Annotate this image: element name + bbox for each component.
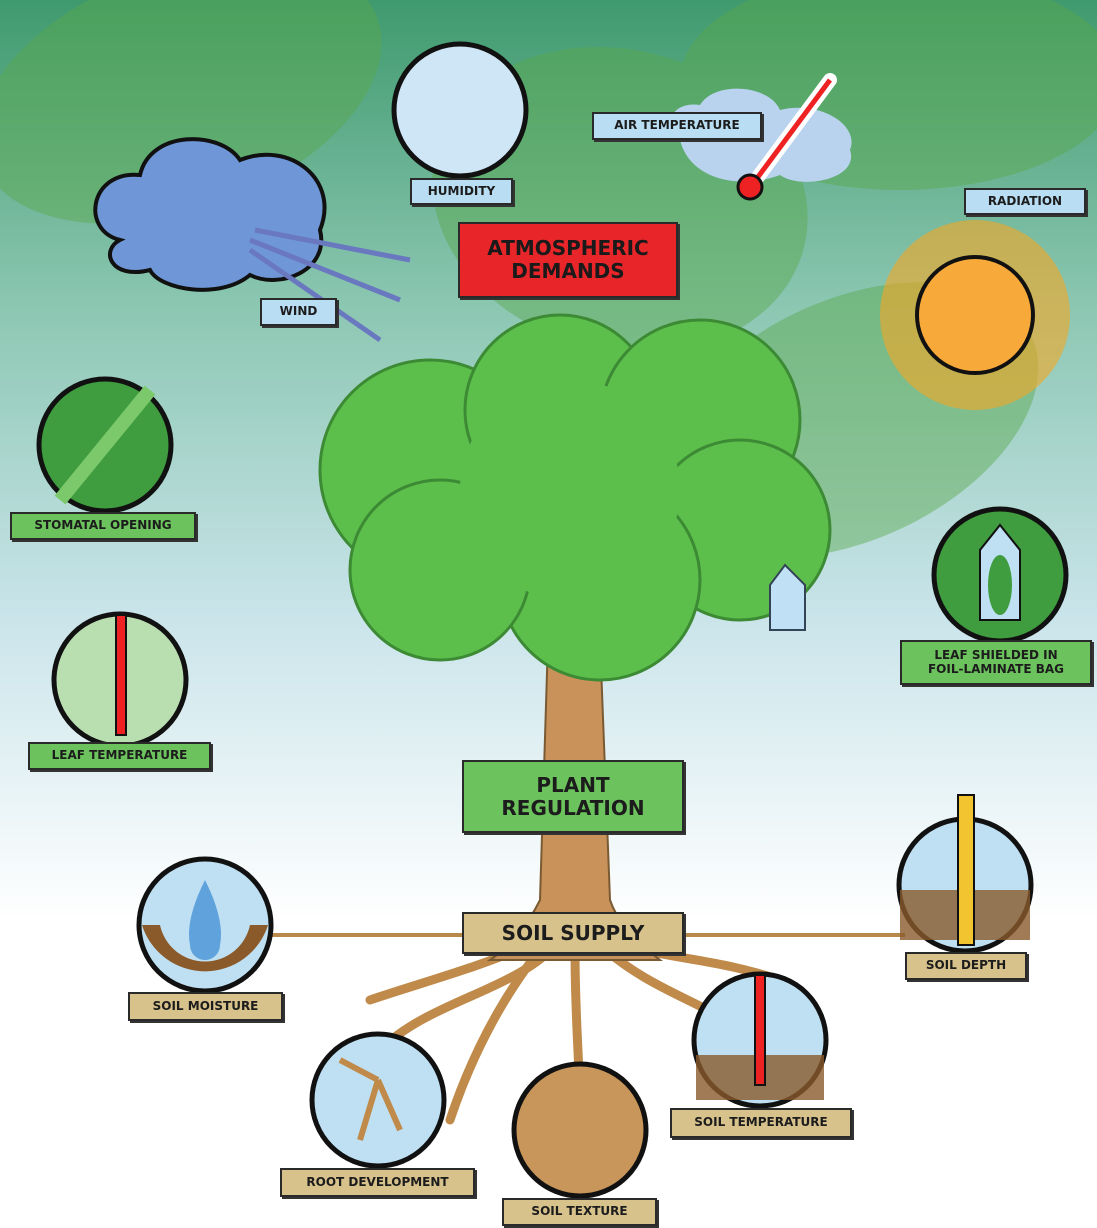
heading: PLANT REGULATION (462, 760, 684, 833)
label: HUMIDITY (410, 178, 513, 205)
label: LEAF TEMPERATURE (28, 742, 211, 770)
label: WIND (260, 298, 337, 326)
heading: ATMOSPHERIC DEMANDS (458, 222, 678, 298)
diagram: HUMIDITY AIR TEMPERATURE RADIATION WIND … (0, 0, 1097, 1228)
label: LEAF SHIELDED IN FOIL-LAMINATE BAG (900, 640, 1092, 685)
label: ROOT DEVELOPMENT (280, 1168, 475, 1197)
label: RADIATION (964, 188, 1086, 215)
sun-icon (880, 220, 1070, 410)
label: SOIL MOISTURE (128, 992, 283, 1021)
label: AIR TEMPERATURE (592, 112, 762, 140)
illustration (0, 0, 1097, 1228)
label: SOIL TEMPERATURE (670, 1108, 852, 1138)
label: STOMATAL OPENING (10, 512, 196, 540)
heading: SOIL SUPPLY (462, 912, 684, 954)
label: SOIL DEPTH (905, 952, 1027, 980)
label: SOIL TEXTURE (502, 1198, 657, 1226)
